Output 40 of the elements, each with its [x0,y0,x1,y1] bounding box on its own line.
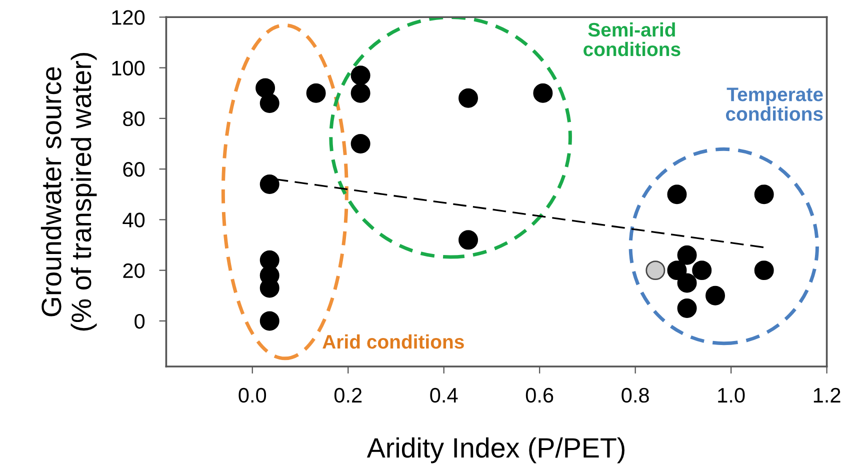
point [260,311,280,331]
point [667,184,687,204]
point [260,93,280,113]
point [350,66,370,86]
x-tick-label: 0.6 [526,388,554,403]
point [260,174,280,194]
y-tick-label: 120 [112,10,145,25]
annotation: Semi-arid conditions [584,22,680,56]
x-tick-label: 0.8 [622,388,649,403]
point [646,260,666,280]
y-tick-label: 100 [112,60,145,76]
y-axis-title: Groundwater source (% of transpired water) [40,53,97,331]
point [458,230,478,250]
y-tick-label: 0 [134,314,145,329]
point [667,260,687,280]
y-tick-label: 60 [123,162,145,177]
point [754,260,774,280]
point [350,83,370,103]
point [754,184,774,204]
annotation: Arid conditions [322,334,464,349]
y-tick-label: 80 [123,111,145,126]
point [533,83,553,103]
point [692,260,712,280]
x-axis-title: Aridity Index (P/PET) [366,437,624,464]
x-tick-label: 1.2 [814,388,840,402]
annotation: Temperate conditions [726,88,823,121]
x-tick-label: 0.0 [238,388,266,403]
x-tick-label: 0.2 [334,388,362,403]
point [306,83,326,103]
x-tick-label: 0.4 [430,388,458,403]
point [677,298,697,318]
point [677,273,697,293]
point [706,286,726,306]
y-tick-label: 20 [123,263,145,278]
point [677,245,697,265]
x-tick-label: 1.0 [718,388,745,403]
y-tick-label: 40 [122,212,145,228]
point [458,88,478,108]
point [350,134,370,154]
point [256,78,276,98]
